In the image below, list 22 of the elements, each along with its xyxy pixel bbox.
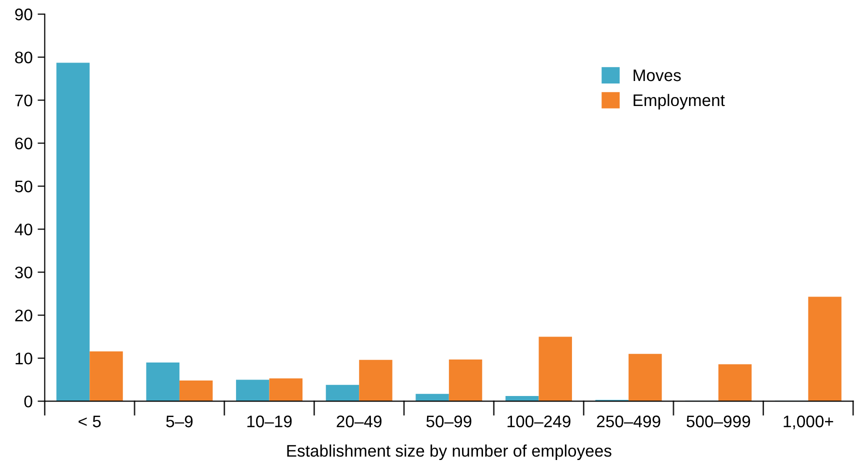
x-tick-label: 250–499: [596, 416, 660, 428]
x-axis-title: Establishment size by number of employees: [287, 444, 612, 460]
y-tick-label: 90: [15, 8, 32, 20]
x-tick-label: 100–249: [508, 416, 570, 428]
x-tick-label: 10–19: [247, 416, 292, 428]
y-tick-label: 10: [16, 352, 32, 364]
y-tick-label: 50: [15, 180, 32, 192]
x-tick-label: 50–99: [426, 416, 472, 428]
x-tick-label: 500–999: [686, 416, 750, 428]
legend-label: Moves: [634, 70, 681, 82]
y-tick-label: 70: [15, 94, 32, 106]
y-tick-label: 60: [15, 138, 32, 150]
y-tick-label: 20: [15, 310, 32, 322]
x-tick-label: 20–49: [336, 416, 382, 428]
x-tick-label: < 5: [78, 416, 101, 428]
legend-label: Employment: [634, 94, 725, 110]
y-tick-label: 30: [15, 266, 32, 278]
x-tick-label: 5–9: [166, 416, 193, 428]
y-tick-label: 40: [14, 224, 32, 236]
y-tick-label: 0: [24, 396, 32, 408]
x-tick-label: 1,000+: [784, 416, 834, 430]
y-tick-label: 80: [15, 52, 32, 64]
